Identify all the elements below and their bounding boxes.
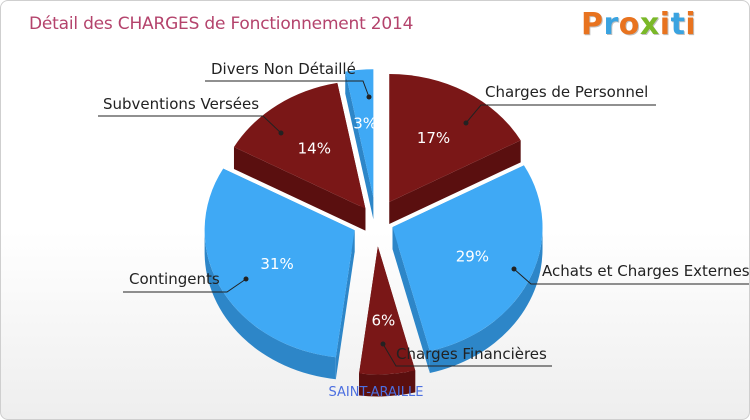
logo-letter: r	[603, 7, 619, 42]
pie-slice	[204, 168, 355, 358]
slice-percent: 6%	[371, 312, 395, 330]
leader-dot	[243, 276, 249, 282]
slice-label: Contingents	[129, 270, 220, 288]
slice-percent: 29%	[456, 248, 489, 266]
proxiti-logo: Proxiti	[581, 7, 696, 42]
logo-letter: P	[581, 7, 604, 42]
pie-slice	[389, 73, 521, 202]
slice-percent: 14%	[298, 140, 331, 158]
leader-line	[98, 115, 282, 134]
slice-label: Achats et Charges Externes	[542, 262, 750, 280]
commune-name: SAINT-ARAILLE	[328, 385, 424, 400]
leader-line	[465, 104, 656, 124]
pie-slice	[345, 69, 374, 198]
slice-side	[359, 370, 416, 397]
slice-side	[429, 227, 543, 374]
logo-letter: t	[670, 7, 686, 42]
slice-percent: 17%	[417, 129, 450, 147]
slice-percent: 31%	[260, 255, 293, 273]
slice-wall	[335, 230, 355, 380]
chart-title: Détail des CHARGES de Fonctionnement 201…	[29, 14, 414, 34]
slice-side	[204, 230, 336, 380]
slice-label: Charges Financières	[396, 345, 547, 363]
slice-percent: 3%	[353, 114, 377, 132]
leader-dot	[380, 341, 386, 347]
logo-letter: i	[685, 7, 697, 42]
logo-letter: x	[639, 7, 660, 42]
leader-dot	[278, 130, 284, 136]
slice-label: Subventions Versées	[103, 95, 259, 113]
slice-wall	[345, 71, 374, 220]
slice-label: Charges de Personnel	[485, 83, 648, 101]
slice-wall	[233, 146, 366, 231]
leader-dot	[463, 120, 469, 126]
pie-slice	[233, 82, 366, 209]
pie-slice	[392, 165, 543, 352]
slice-wall	[389, 140, 521, 224]
leader-dot	[366, 94, 372, 100]
logo-letter: i	[659, 7, 671, 42]
leader-line	[382, 343, 552, 367]
leader-line	[123, 278, 247, 293]
slice-label: Divers Non Détaillé	[211, 60, 356, 78]
leader-line	[205, 80, 370, 98]
pie-slice	[359, 246, 416, 375]
leader-line	[513, 268, 749, 285]
logo-letter: o	[618, 7, 640, 42]
leader-dot	[511, 266, 517, 272]
slice-wall	[392, 227, 430, 374]
